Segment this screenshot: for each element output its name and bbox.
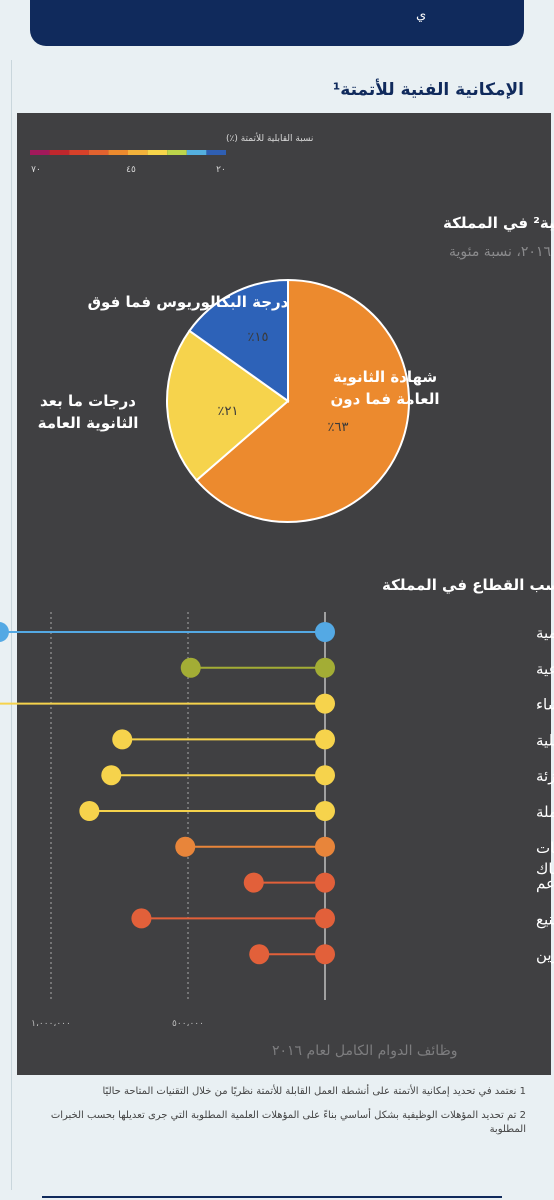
category-label: الرعاية الصحية والاجتماعية xyxy=(536,660,554,678)
dumbbell-start-marker xyxy=(315,908,335,929)
pie-subtitle: وظائف الدوام الكامل لعام ٢٠١٦، نسبة مئوي… xyxy=(449,244,554,260)
dumbbell-start-marker xyxy=(315,729,335,750)
category-label: الفنون والترفيه والتسلية xyxy=(536,731,554,749)
category-label: الخدمات التعليمية xyxy=(536,624,554,642)
category-label: الزراعة والغابات xyxy=(536,839,554,857)
dumbbell-start-marker xyxy=(315,657,335,678)
dumbbell-end-marker xyxy=(243,872,264,893)
dumbbell-start-marker xyxy=(315,836,335,857)
x-axis-label: وظائف الدوام الكامل لعام ٢٠١٦ xyxy=(272,1043,457,1059)
legend-swatch xyxy=(128,150,148,155)
category-label: تجارة الجملة xyxy=(536,803,554,821)
x-tick-label: ١،٠٠٠،٠٠٠ xyxy=(31,1019,71,1029)
dumbbell-start-marker xyxy=(315,801,335,821)
legend-swatch xyxy=(206,150,226,155)
dumbbell-end-marker xyxy=(79,801,100,821)
x-tick-label: ٥٠٠،٠٠٠ xyxy=(172,1019,204,1029)
legend-tick-label: ٢٠ xyxy=(216,165,226,175)
category-label: النقل والتخزين xyxy=(536,946,554,964)
bottom-rule xyxy=(42,1196,502,1198)
dumbbell-start-marker xyxy=(315,622,335,642)
footnotes: 1 نعتمد في تحديد إمكانية الأتمتة على أنش… xyxy=(22,1085,526,1147)
category-label: التصنيع xyxy=(536,910,554,928)
legend-swatch xyxy=(186,150,207,155)
dumbbell-end-marker xyxy=(112,729,133,750)
legend-swatch xyxy=(108,150,128,155)
legend-tick-label: ٤٥ xyxy=(126,165,136,175)
pie-title: بحسب المؤهلات الوظيفية² في المملكة xyxy=(443,214,554,232)
pie-slice-value-label: ٪١٥ xyxy=(248,330,269,345)
dumbbell-end-marker xyxy=(180,657,201,678)
dumbbell-end-marker xyxy=(175,836,196,857)
pie-slice xyxy=(188,278,289,403)
legend-swatch xyxy=(167,150,187,155)
pie-slice-value-label: ٪٦٣ xyxy=(328,420,349,435)
dumbbell-end-marker xyxy=(0,622,9,642)
pie-slice xyxy=(166,329,290,482)
chart-panel xyxy=(17,113,551,1075)
pie-slice-name-label: درجة البكالوريوس فما فوق xyxy=(88,293,289,311)
banner-text: ي xyxy=(416,8,427,23)
pie-slice-name-label: العامة فما دون xyxy=(330,390,439,408)
category-label: وصيد الأسماك xyxy=(536,859,554,878)
dumbbell-end-marker xyxy=(131,908,152,929)
legend-title: نسبة القابلية للأتمتة (٪) xyxy=(226,132,313,144)
legend-swatch xyxy=(88,150,109,155)
legend-swatch xyxy=(49,150,70,155)
dumbbell-end-marker xyxy=(249,944,270,965)
legend-swatch xyxy=(69,150,89,155)
pie-slice-value-label: ٪٢١ xyxy=(218,404,239,419)
side-rule xyxy=(11,60,12,1190)
footnote-2: 2 تم تحديد المؤهلات الوظيفية بشكل أساسي … xyxy=(50,1110,526,1135)
dumbbell-title: حسب القطاع في المملكة xyxy=(382,576,554,594)
dumbbell-start-marker xyxy=(315,944,335,965)
category-label: تجارة التجزئة xyxy=(536,767,554,785)
pie-slice xyxy=(195,278,410,523)
dumbbell-start-marker xyxy=(315,693,335,714)
pie-slice-name-label: الثانوية العامة xyxy=(38,414,139,432)
legend-swatch xyxy=(30,150,50,155)
legend-swatch xyxy=(147,150,168,155)
dumbbell-start-marker xyxy=(315,872,335,893)
category-label: خدمات الفنادق والمطاعم xyxy=(536,875,554,893)
legend-tick-label: ٧٠ xyxy=(31,165,41,175)
pie-slice-name-label: شهادة الثانوية xyxy=(333,368,437,386)
pie-slice-name-label: درجات ما بعد xyxy=(40,392,136,410)
header-banner: ي xyxy=(30,0,524,46)
category-label: الإنشاء xyxy=(536,696,554,714)
dumbbell-end-marker xyxy=(101,765,122,786)
dumbbell-start-marker xyxy=(315,765,335,786)
footnote-1: 1 نعتمد في تحديد إمكانية الأتمتة على أنش… xyxy=(102,1086,527,1097)
section-title: الإمكانية الفنية للأتمتة¹ xyxy=(332,80,524,100)
